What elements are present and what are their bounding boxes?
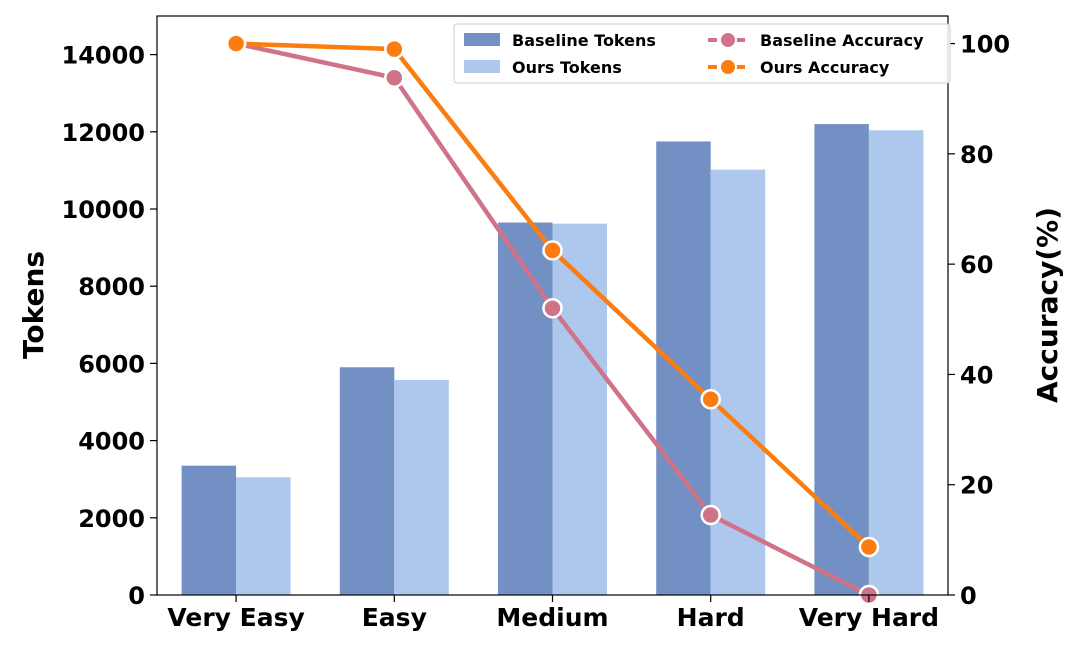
y-tick-label: 6000 — [78, 350, 145, 378]
y2-tick-label: 40 — [960, 361, 993, 389]
point-ours-accuracy-easy — [384, 38, 405, 60]
y2-tick-label: 60 — [960, 251, 993, 279]
y-tick-label: 10000 — [62, 196, 146, 224]
legend: Baseline Tokens Ours Tokens Baseline Acc… — [453, 23, 951, 84]
y-axis-label: Tokens — [17, 251, 50, 359]
y2-tick-label: 100 — [960, 31, 1010, 59]
bar-baseline-tokens-medium — [498, 222, 553, 595]
y-tick-label: 4000 — [78, 428, 145, 456]
x-tick-label: Very Easy — [167, 603, 304, 632]
legend-label-baseline-tokens: Baseline Tokens — [512, 31, 656, 50]
point-baseline-accuracy-easy — [384, 67, 405, 89]
x-tick-label: Easy — [362, 603, 427, 632]
y2-tick-label: 80 — [960, 141, 993, 169]
x-tick-label: Hard — [677, 603, 745, 632]
bar-ours-tokens-hard — [710, 169, 766, 596]
bars-layer — [181, 124, 924, 596]
point-ours-accuracy-hard — [700, 388, 721, 410]
point-baseline-accuracy-hard — [700, 504, 721, 526]
point-ours-accuracy-medium — [542, 240, 563, 261]
legend-label-ours-tokens: Ours Tokens — [512, 58, 622, 77]
legend-label-ours-accuracy: Ours Accuracy — [760, 58, 890, 77]
legend-marker-ours-accuracy — [719, 58, 737, 76]
legend-label-baseline-accuracy: Baseline Accuracy — [760, 31, 924, 50]
legend-marker-baseline-accuracy — [719, 31, 737, 49]
x-tick-label: Very Hard — [799, 603, 939, 632]
y-tick-label: 12000 — [62, 119, 146, 147]
point-baseline-accuracy-medium — [542, 298, 563, 319]
bar-ours-tokens-medium — [552, 223, 607, 595]
bar-baseline-tokens-very-hard — [814, 124, 869, 595]
bar-baseline-tokens-very-easy — [181, 465, 237, 595]
legend-swatch-ours-tokens — [464, 60, 500, 73]
y-tick-label: 14000 — [62, 42, 146, 70]
bar-baseline-tokens-hard — [656, 141, 711, 595]
legend-swatch-baseline-tokens — [464, 33, 500, 46]
bar-baseline-tokens-easy — [339, 367, 395, 595]
axis-layer: 0 2000 4000 6000 8000 10000 12000 14000 0 20 40 60 8… — [62, 31, 1011, 632]
bar-ours-tokens-easy — [394, 379, 449, 595]
point-ours-accuracy-very-easy — [225, 33, 247, 54]
point-ours-accuracy-very-hard — [858, 536, 880, 558]
y-tick-label: 0 — [128, 582, 145, 610]
y-tick-label: 2000 — [78, 505, 145, 533]
y-tick-label: 8000 — [78, 273, 145, 301]
x-tick-label: Medium — [496, 603, 608, 632]
y2-tick-label: 20 — [960, 472, 993, 500]
legend-frame — [453, 23, 951, 84]
bar-ours-tokens-very-hard — [868, 130, 924, 596]
y2-tick-label: 0 — [960, 582, 977, 610]
lines-layer — [225, 33, 880, 606]
bar-ours-tokens-very-easy — [236, 477, 291, 595]
y2-axis-label: Accuracy(%) — [1031, 207, 1064, 403]
